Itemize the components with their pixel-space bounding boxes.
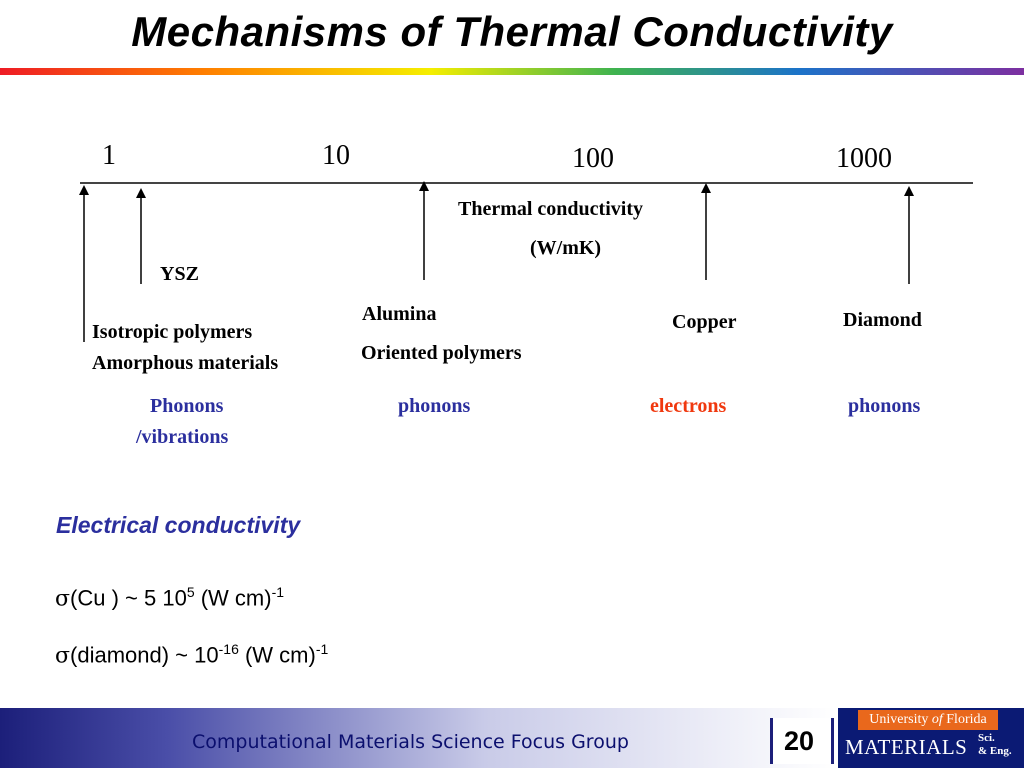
label-amorphous-materials: Amorphous materials xyxy=(92,352,279,374)
mechanism-phonons-right: phonons xyxy=(848,395,921,417)
tick-label-100: 100 xyxy=(572,143,614,174)
mechanism-electrons: electrons xyxy=(650,395,727,417)
electrical-conductivity-heading: Electrical conductivity xyxy=(56,512,301,538)
mechanism-vibrations-line2: /vibrations xyxy=(136,426,229,448)
page-number-box xyxy=(770,718,834,764)
uf-sci-eng: Sci. & Eng. xyxy=(978,732,1012,757)
page-number: 20 xyxy=(783,726,815,756)
axis-label-units: (W/mK) xyxy=(530,237,602,259)
cu-unit-exponent: -1 xyxy=(271,584,285,600)
diamond-unit-exponent: -1 xyxy=(315,641,329,657)
label-alumina: Alumina xyxy=(362,303,437,325)
uf-university-name: University of Florida xyxy=(858,710,998,730)
label-ysz: YSZ xyxy=(160,263,199,285)
tick-label-1: 1 xyxy=(102,140,116,171)
label-copper: Copper xyxy=(672,311,737,333)
tick-label-1000: 1000 xyxy=(836,143,892,174)
slide-title: Mechanisms of Thermal Conductivity xyxy=(131,8,893,55)
sigma-symbol: σ xyxy=(55,643,71,669)
rainbow-divider xyxy=(0,68,1024,75)
uf-department-name: MATERIALS xyxy=(845,735,968,759)
footer-band xyxy=(0,708,836,768)
sigma-copper-equation: σ(Cu ) ~ 5 105 (W cm)-1 xyxy=(55,584,284,611)
cu-unit: (W cm) xyxy=(194,585,272,611)
tick-label-10: 10 xyxy=(322,140,350,171)
material-arrows xyxy=(79,181,914,342)
label-isotropic-polymers: Isotropic polymers xyxy=(92,321,253,343)
scale-axis-line xyxy=(80,182,973,184)
cu-exponent: 5 xyxy=(186,584,195,600)
diamond-prefix: (diamond) ~ 10 xyxy=(70,642,219,668)
sigma-symbol: σ xyxy=(55,586,71,612)
mechanism-phonons-mid: phonons xyxy=(398,395,471,417)
mechanism-phonons-line1: Phonons xyxy=(150,395,224,417)
cu-prefix: (Cu ) ~ 5 10 xyxy=(70,585,187,611)
footer-group-name: Computational Materials Science Focus Gr… xyxy=(192,731,629,753)
sigma-diamond-equation: σ(diamond) ~ 10-16 (W cm)-1 xyxy=(55,641,328,668)
diamond-unit: (W cm) xyxy=(238,642,316,668)
label-diamond: Diamond xyxy=(843,309,922,331)
label-oriented-polymers: Oriented polymers xyxy=(361,342,522,364)
axis-label-line1: Thermal conductivity xyxy=(458,198,643,220)
diamond-exponent: -16 xyxy=(218,641,239,657)
